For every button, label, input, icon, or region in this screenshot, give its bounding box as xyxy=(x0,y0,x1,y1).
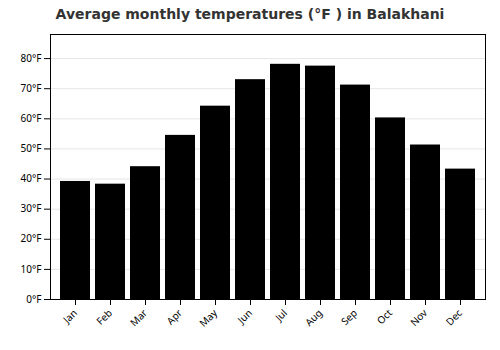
svg-text:Jun: Jun xyxy=(234,306,255,327)
svg-text:80°F: 80°F xyxy=(21,51,42,65)
svg-text:Dec: Dec xyxy=(442,306,465,329)
svg-text:Jan: Jan xyxy=(59,306,80,327)
svg-text:Apr: Apr xyxy=(163,306,185,328)
svg-text:30°F: 30°F xyxy=(21,201,42,215)
svg-text:Sep: Sep xyxy=(338,306,360,328)
svg-text:Nov: Nov xyxy=(407,305,431,329)
svg-text:20°F: 20°F xyxy=(21,231,42,245)
svg-text:Oct: Oct xyxy=(374,306,396,328)
svg-text:Aug: Aug xyxy=(302,306,325,329)
svg-text:0°F: 0°F xyxy=(26,292,41,306)
svg-text:May: May xyxy=(196,305,221,330)
svg-text:50°F: 50°F xyxy=(21,141,42,155)
svg-text:40°F: 40°F xyxy=(21,171,42,185)
svg-text:10°F: 10°F xyxy=(21,262,42,276)
svg-text:Feb: Feb xyxy=(93,306,115,328)
svg-text:Mar: Mar xyxy=(127,306,150,329)
svg-text:Jul: Jul xyxy=(271,306,290,325)
svg-text:70°F: 70°F xyxy=(21,81,42,95)
html-text:Average monthly temperatures (: Average monthly temperatures (°F ) in Ba… xyxy=(55,6,445,22)
svg-text:60°F: 60°F xyxy=(21,111,42,125)
